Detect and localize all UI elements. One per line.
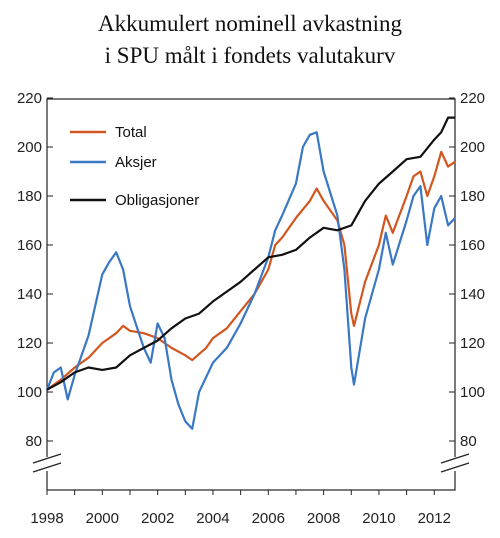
y-tick-label-left: 100 [17, 384, 42, 401]
legend: Total Aksjer Obligasjoner [70, 124, 199, 209]
y-tick-label-left: 80 [25, 433, 42, 450]
y-tick-label-right: 80 [460, 433, 477, 450]
axis-break-slash [440, 462, 470, 473]
x-tick-label: 2002 [141, 510, 174, 527]
y-tick-label-left: 140 [17, 286, 42, 303]
x-tick-label: 2012 [418, 510, 451, 527]
axis-break-slash [32, 453, 62, 464]
axis-break-slash [32, 462, 62, 473]
y-tick-label-left: 220 [17, 90, 42, 107]
legend-item-aksjer: Aksjer [70, 154, 157, 171]
y-tick-label-left: 120 [17, 335, 42, 352]
chart-title-line-1: Akkumulert nominell avkastning [98, 11, 403, 36]
y-tick-label-right: 140 [460, 286, 485, 303]
y-tick-label-right: 200 [460, 139, 485, 156]
x-tick-label: 2004 [196, 510, 229, 527]
y-tick-label-right: 180 [460, 188, 485, 205]
plot-frame [46, 98, 456, 491]
series-line-aksjer [45, 131, 456, 430]
axis-break-marks [32, 453, 470, 473]
series-line-total [46, 150, 456, 391]
tick-layer: 80 80 100 100 120 120 140 140 160 160 180 180 200 200… [17, 90, 485, 527]
x-tick-label: 2010 [362, 510, 395, 527]
legend-item-obligasjoner: Obligasjoner [70, 192, 199, 209]
y-tick-label-left: 160 [17, 237, 42, 254]
x-tick-label: 2008 [307, 510, 340, 527]
axis-break-slash [440, 453, 470, 464]
y-tick-label-right: 220 [460, 90, 485, 107]
y-tick-label-left: 180 [17, 188, 42, 205]
y-tick-label-right: 160 [460, 237, 485, 254]
y-tick-label-left: 200 [17, 139, 42, 156]
x-tick-label: 1998 [30, 510, 63, 527]
series-line-obligasjoner [46, 116, 455, 391]
x-tick-label: 2000 [86, 510, 119, 527]
series-layer [45, 116, 456, 430]
legend-label-obligasjoner: Obligasjoner [115, 192, 199, 209]
legend-item-total: Total [70, 124, 147, 141]
y-tick-label-right: 100 [460, 384, 485, 401]
legend-label-aksjer: Aksjer [115, 154, 157, 171]
legend-label-total: Total [115, 124, 147, 141]
plot-area: 80 80 100 100 120 120 140 140 160 160 180 180 200 200… [17, 90, 485, 527]
chart-title-line-2: i SPU målt i fondets valutakurv [105, 43, 396, 68]
y-tick-label-right: 120 [460, 335, 485, 352]
x-tick-label: 2006 [252, 510, 285, 527]
